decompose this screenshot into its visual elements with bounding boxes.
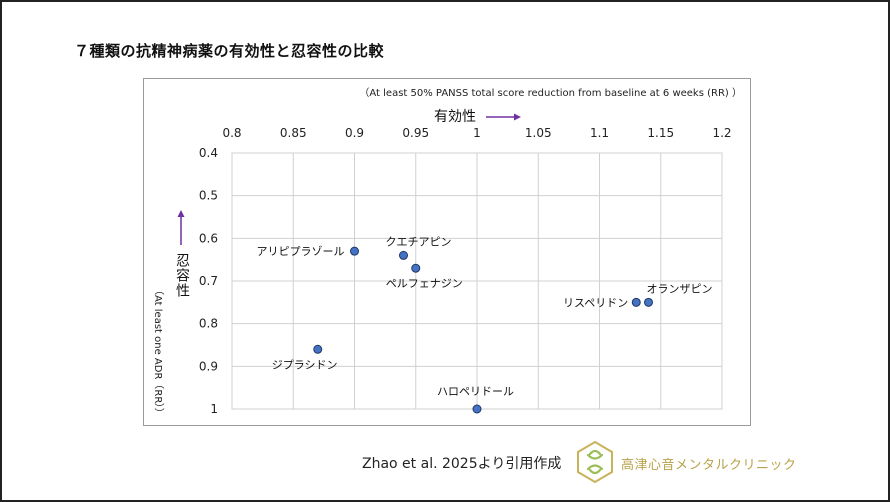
y-tick-label: 0.8 (199, 317, 218, 331)
x-tick-label: 1.1 (590, 126, 609, 140)
scatter-plot: 0.8 0.85 0.9 0.95 1 1.05 1.1 1.15 1.2 0.4 0.5 0.6 0.… (199, 126, 732, 416)
data-point (631, 297, 641, 307)
y-axis-title: 忍容性 (174, 253, 190, 298)
up-arrow-icon (177, 210, 185, 245)
data-point (644, 297, 653, 307)
data-point-label: アリピプラゾール (257, 245, 345, 258)
x-axis-label: 有効性 (434, 109, 476, 125)
data-point-label: リスペリドン (563, 296, 628, 309)
x-tick-label: 1 (473, 126, 481, 140)
y-tick-label: 0.5 (199, 189, 218, 203)
right-arrow-icon (486, 113, 522, 121)
data-point-label: ペルフェナジン (386, 277, 463, 290)
data-point (411, 263, 421, 273)
chart-subtitle: （At least 50% PANSS total score reductio… (359, 88, 742, 99)
data-point (350, 246, 359, 256)
clinic-name: 高津心音メンタルクリニック (621, 458, 797, 473)
y-tick-label: 0.4 (199, 146, 218, 160)
y-tick-label: 0.6 (199, 231, 218, 245)
x-tick-label: 1.15 (647, 126, 674, 140)
y-tick-label: 1 (210, 402, 218, 416)
x-tick-label: 0.9 (345, 126, 364, 140)
x-tick-label: 0.85 (280, 126, 307, 140)
chart-area: （At least 50% PANSS total score reductio… (143, 78, 751, 426)
y-axis-subtitle: （At least one ADR（RR）） (152, 285, 163, 419)
page-title: ７種類の抗精神病薬の有効性と忍容性の比較 (74, 42, 385, 60)
x-tick-label: 0.8 (222, 126, 241, 140)
data-point-label: オランザピン (647, 282, 713, 295)
clinic-logo-icon (577, 440, 613, 484)
data-point-label: ジプラシドン (272, 358, 338, 371)
x-tick-label: 0.95 (402, 126, 429, 140)
data-point (399, 250, 408, 260)
citation-credit: Zhao et al. 2025より引用作成 (362, 456, 562, 472)
x-tick-label: 1.05 (525, 126, 552, 140)
x-tick-label: 1.2 (712, 126, 731, 140)
y-tick-label: 0.9 (199, 359, 218, 373)
data-point-label: ハロペリドール (437, 385, 514, 398)
data-point (313, 344, 323, 354)
data-point (472, 404, 482, 414)
x-axis-title: 有効性 (434, 106, 522, 126)
y-tick-label: 0.7 (199, 274, 218, 288)
data-point-label: クエチアピン (386, 235, 452, 248)
